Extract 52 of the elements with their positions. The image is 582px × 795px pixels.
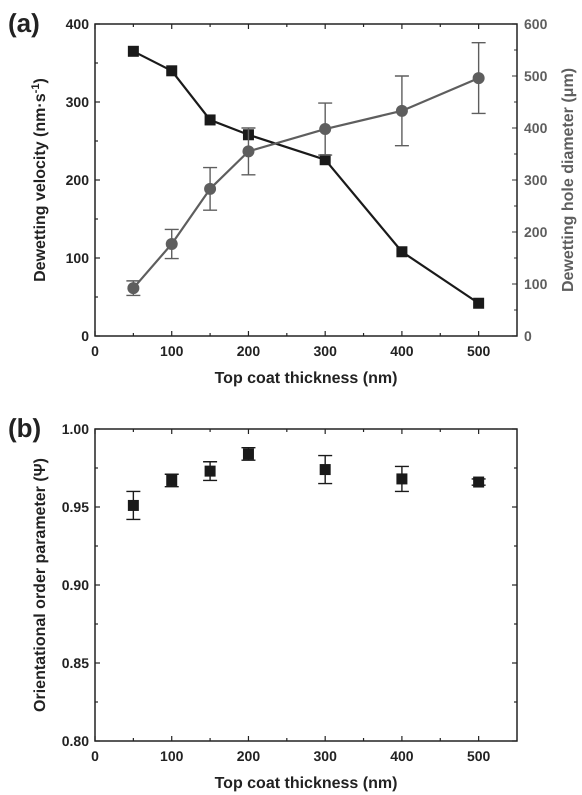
point xyxy=(166,65,178,76)
y-tick-label: 300 xyxy=(66,94,90,110)
point xyxy=(204,114,216,126)
text: 0.80 xyxy=(62,733,89,749)
x-tick-label: 0 xyxy=(91,343,100,359)
point xyxy=(396,104,408,117)
point xyxy=(166,238,178,250)
x-tick-label: 200 xyxy=(236,343,260,359)
y2-tick-label: 200 xyxy=(524,224,548,240)
point xyxy=(242,129,254,140)
x-axis-title: Top coat thickness (nm) xyxy=(214,775,398,792)
x-tick-label: 100 xyxy=(160,343,184,359)
y-tick-label: 200 xyxy=(66,172,90,188)
y2-tick-label: 400 xyxy=(524,120,548,136)
y-tick-label: 0.85 xyxy=(62,655,90,671)
point xyxy=(396,473,408,484)
chart-title: (a) xyxy=(8,8,40,38)
x-tick-label: 100 xyxy=(160,748,184,764)
y2-tick-label: 100 xyxy=(524,276,548,292)
chart-title: (b) xyxy=(8,413,42,443)
point xyxy=(396,246,408,258)
point xyxy=(128,46,139,57)
y2-tick-label: 500 xyxy=(524,68,548,84)
y-tick-label: 0.90 xyxy=(62,577,90,593)
y2-tick-label: 600 xyxy=(524,16,548,32)
x-tick-label: 300 xyxy=(314,343,338,359)
x-tick-label: 300 xyxy=(314,748,338,764)
point xyxy=(473,476,484,488)
point xyxy=(320,154,331,166)
y-tick-label: 1.00 xyxy=(62,421,90,437)
y2-axis-title: Dewetting hole diameter (μm) xyxy=(560,68,577,292)
x-tick-label: 0 xyxy=(91,748,100,764)
y-tick-label: 0.95 xyxy=(62,499,90,515)
point xyxy=(320,464,331,476)
y-tick-label: 400 xyxy=(66,16,90,32)
y-tick-label: 100 xyxy=(66,250,90,266)
y2-tick-label: 300 xyxy=(524,172,548,188)
point xyxy=(128,500,139,511)
y-tick-label: 0 xyxy=(81,328,90,344)
y2-tick-label: 0 xyxy=(524,328,532,344)
point xyxy=(319,123,332,136)
x-axis-title: Top coat thickness (nm) xyxy=(214,370,398,387)
x-tick-label: 400 xyxy=(390,748,414,764)
point xyxy=(204,182,216,195)
point xyxy=(242,145,254,158)
y-axis-title: Orientational order parameter (Ψ) xyxy=(32,458,49,712)
point xyxy=(473,298,484,309)
x-tick-label: 500 xyxy=(466,343,491,359)
point xyxy=(472,72,485,84)
x-tick-label: 200 xyxy=(236,748,260,764)
x-tick-label: 500 xyxy=(466,748,491,764)
x-tick-label: 400 xyxy=(390,343,414,359)
